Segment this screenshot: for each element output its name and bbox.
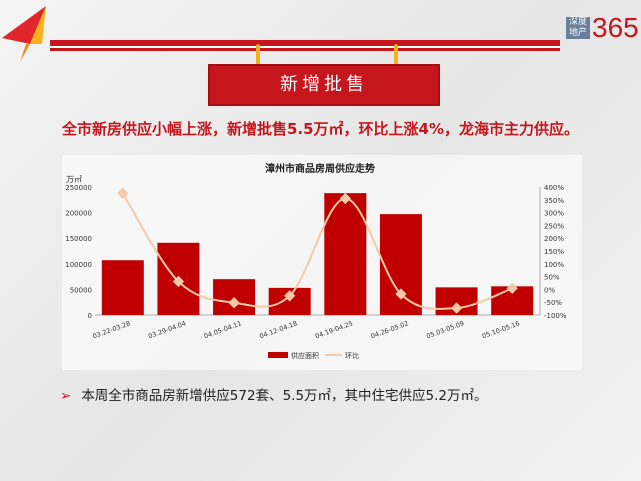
y2-tick-label: 50% bbox=[544, 274, 560, 282]
y-tick-label: 150000 bbox=[65, 235, 92, 243]
legend-bar-label: 供应面积 bbox=[291, 351, 319, 360]
chart-title: 漳州市商品房周供应走势 bbox=[265, 162, 375, 175]
mom-point bbox=[172, 275, 185, 288]
summary-bullet: ➢ 本周全市商品房新增供应572套、5.5万㎡，其中住宅供应5.2万㎡。 bbox=[60, 384, 488, 404]
header-rule bbox=[50, 40, 560, 48]
legend-line-label: 环比 bbox=[345, 351, 359, 360]
y-axis-unit: 万㎡ bbox=[66, 175, 82, 184]
logo-text-2: 地产 bbox=[566, 28, 590, 39]
mom-point bbox=[395, 288, 407, 300]
y2-tick-label: 400% bbox=[544, 184, 564, 192]
supply-bar bbox=[379, 214, 422, 315]
paper-plane-logo-icon bbox=[2, 6, 46, 62]
chart-panel bbox=[62, 155, 582, 370]
y2-tick-label: 200% bbox=[544, 235, 564, 243]
y2-tick-label: 350% bbox=[544, 197, 564, 205]
y2-tick-label: -50% bbox=[544, 299, 562, 307]
x-tick-label: 03.22-03.28 bbox=[92, 319, 132, 340]
mom-point bbox=[117, 187, 129, 200]
arrow-bullet-icon: ➢ bbox=[60, 388, 72, 404]
x-tick-label: 04.19-04.25 bbox=[314, 319, 354, 340]
logo-number: 365 bbox=[592, 12, 639, 43]
summary-text: 本周全市商品房新增供应572套、5.5万㎡，其中住宅供应5.2万㎡。 bbox=[81, 388, 488, 404]
y2-tick-label: 150% bbox=[544, 248, 564, 256]
y-tick-label: 50000 bbox=[70, 286, 92, 294]
x-tick-label: 04.26-05.02 bbox=[370, 319, 410, 340]
y2-tick-label: 100% bbox=[544, 261, 564, 269]
x-tick-label: 04.05-04.11 bbox=[203, 319, 243, 340]
y2-tick-label: 0% bbox=[544, 286, 555, 294]
hanger-icon bbox=[394, 44, 398, 66]
x-tick-label: 04.12-04.18 bbox=[258, 319, 298, 340]
y2-tick-label: -100% bbox=[544, 312, 567, 320]
hanger-icon bbox=[256, 44, 260, 66]
legend-bar-swatch bbox=[268, 352, 288, 358]
y-tick-label: 250000 bbox=[65, 184, 92, 192]
mom-point bbox=[284, 290, 296, 302]
y-tick-label: 100000 bbox=[65, 261, 92, 269]
mom-point bbox=[506, 282, 518, 295]
mom-point bbox=[228, 297, 240, 309]
x-tick-label: 05.10-05.16 bbox=[481, 319, 521, 340]
supply-bar bbox=[101, 260, 144, 315]
x-tick-label: 03.29-04.04 bbox=[147, 319, 187, 340]
headline: 全市新房供应小幅上涨，新增批售5.5万㎡，环比上涨4%，龙海市主力供应。 bbox=[61, 120, 580, 138]
y-tick-label: 200000 bbox=[65, 210, 92, 218]
section-banner: 新增批售 bbox=[208, 64, 440, 106]
logo-text-1: 深度 bbox=[566, 17, 590, 28]
y2-tick-label: 250% bbox=[544, 222, 564, 230]
mom-point bbox=[450, 302, 463, 314]
y2-tick-label: 300% bbox=[544, 210, 564, 218]
mom-point bbox=[339, 192, 351, 205]
y-tick-label: 0 bbox=[88, 312, 92, 320]
brand-logo: 深度 地产 365 bbox=[566, 12, 639, 44]
x-tick-label: 05.03-05.09 bbox=[425, 319, 465, 340]
